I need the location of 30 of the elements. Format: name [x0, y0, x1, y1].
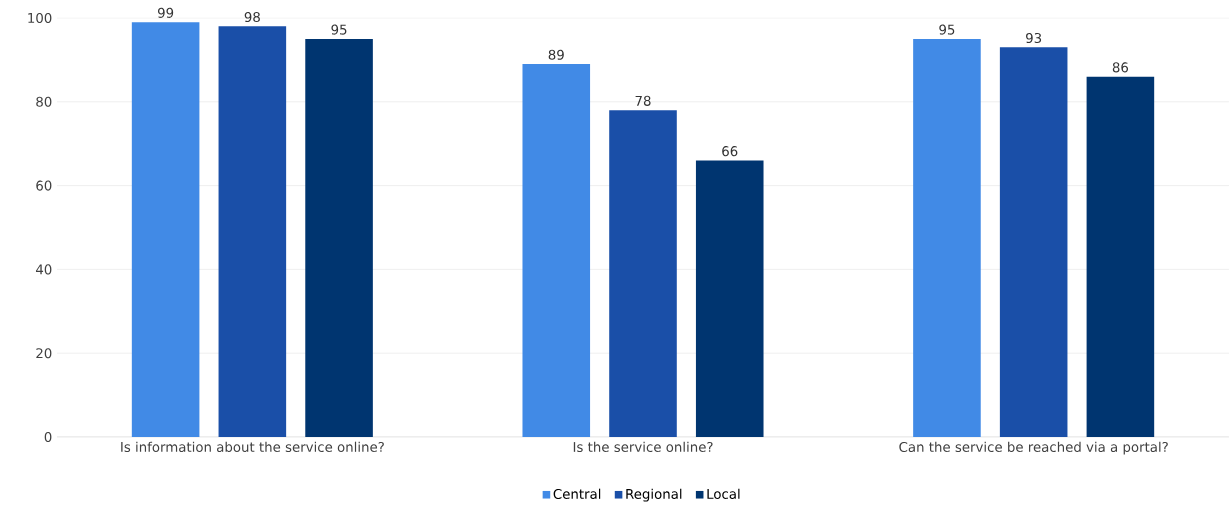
bar: [913, 38, 981, 437]
legend-label: Local: [707, 488, 740, 499]
data-label: 89: [548, 49, 564, 60]
bar: [131, 22, 200, 437]
bar: [999, 47, 1068, 437]
data-label: 95: [331, 24, 347, 35]
bar: [218, 26, 287, 437]
y-tick-label: 60: [36, 180, 52, 191]
y-tick-label: 100: [28, 12, 52, 24]
x-tick-label: Can the service be reached via a portal?: [899, 441, 1168, 455]
bar: [609, 110, 677, 437]
bar: [522, 64, 591, 437]
data-label: 78: [635, 95, 651, 106]
y-tick-label: 80: [36, 96, 52, 107]
bar: [695, 160, 764, 437]
y-tick-label: 20: [36, 348, 52, 359]
y-tick-label: 0: [44, 431, 52, 443]
bar: [1086, 76, 1155, 437]
legend-label: Regional: [626, 488, 682, 502]
x-tick-label: Is the service online?: [573, 441, 713, 453]
data-label: 99: [157, 7, 174, 18]
data-label: 93: [1026, 32, 1042, 44]
data-label: 86: [1112, 62, 1129, 73]
y-tick-label: 40: [35, 264, 52, 275]
legend-label: Central: [553, 488, 601, 499]
data-label: 66: [722, 146, 738, 157]
bar: [305, 38, 373, 437]
x-tick-label: Is information about the service online?: [121, 441, 384, 453]
data-label: 95: [939, 24, 955, 35]
data-label: 98: [244, 12, 260, 23]
